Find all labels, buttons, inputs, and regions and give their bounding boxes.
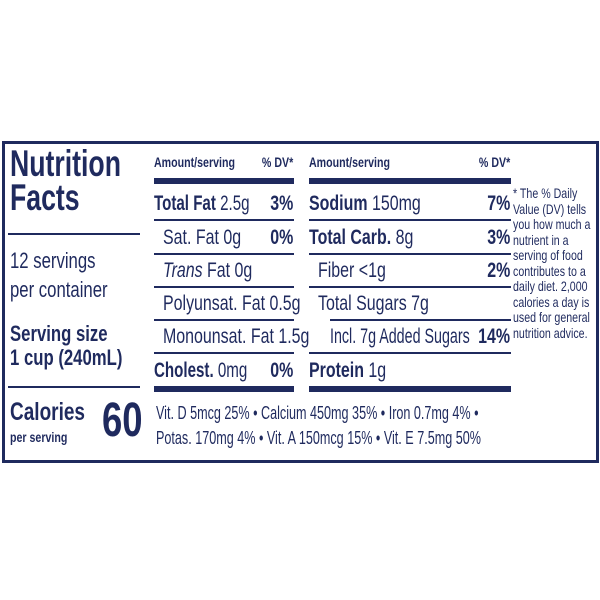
dv-value: 7% <box>486 192 510 215</box>
calories-value: 60 <box>102 393 155 448</box>
footnote-text: * The % Daily Value (DV) tells you how m… <box>513 185 591 341</box>
dv-value: 0% <box>269 226 293 249</box>
header-amount: Amount/serving <box>154 154 235 170</box>
servings-line-1: 12 servings <box>10 248 96 273</box>
thick-bar <box>154 178 294 184</box>
nutrient-name: Protein <box>309 359 364 382</box>
row-protein: Protein 1g <box>309 359 411 383</box>
dv-value: 3% <box>486 226 510 249</box>
dv-sodium: 7% <box>480 192 510 216</box>
serving-size: Serving size 1 cup (240mL) <box>10 322 158 370</box>
calories-label-text: Calories <box>10 398 85 426</box>
vitamins-text: Vit. D 5mcg 25% • Calcium 450mg 35% • Ir… <box>156 403 479 423</box>
nutrient-amount: 2.5g <box>220 192 250 215</box>
dv-value: 14% <box>478 325 510 348</box>
header-dv: % DV* <box>478 154 510 170</box>
divider <box>309 253 511 255</box>
dv-sat-fat: 0% <box>263 226 293 250</box>
calories-value-text: 60 <box>102 394 143 447</box>
title: Nutrition Facts <box>10 143 164 218</box>
row-added-sugars: Incl. 7g Added Sugars <box>330 325 535 349</box>
row-total-sugars: Total Sugars 7g <box>318 292 464 316</box>
divider <box>154 286 294 288</box>
nutrient-amount: Sat. Fat 0g <box>163 226 242 249</box>
row-cholesterol: Cholest. 0mg <box>154 359 284 383</box>
nutrition-facts-panel <box>2 141 599 463</box>
calories-sub-text: per serving <box>10 429 68 445</box>
nutrient-amount: 1g <box>368 359 387 382</box>
row-trans-fat: Trans Fat 0g <box>163 259 281 283</box>
divider <box>309 286 511 288</box>
divider <box>309 352 511 354</box>
divider <box>154 319 294 321</box>
divider <box>154 253 294 255</box>
divider <box>330 319 511 321</box>
thick-bar <box>309 386 511 392</box>
thick-bar <box>154 386 294 392</box>
row-polyunsat-fat: Polyunsat. Fat 0.5g <box>163 292 344 316</box>
row-total-fat: Total Fat 2.5g <box>154 192 287 216</box>
dv-total-carb: 3% <box>480 226 510 250</box>
trans-label: Trans <box>163 259 203 282</box>
divider <box>309 219 511 221</box>
vitamins-text: Potas. 170mg 4% • Vit. A 150mcg 15% • Vi… <box>156 428 481 448</box>
nutrient-name: Total Fat <box>154 192 216 215</box>
divider <box>154 219 294 221</box>
header-amount: Amount/serving <box>309 154 390 170</box>
nutrient-amount: 8g <box>395 226 414 249</box>
vitamins-line-1: Vit. D 5mcg 25% • Calcium 450mg 35% • Ir… <box>156 402 600 424</box>
row-total-carb: Total Carb. 8g <box>309 226 446 250</box>
nutrient-amount: Monounsat. Fat 1.5g <box>163 325 310 348</box>
nutrient-name: Cholest. <box>154 359 214 382</box>
nutrient-amount: Polyunsat. Fat 0.5g <box>163 292 301 315</box>
dv-value: 3% <box>269 192 293 215</box>
col2-dv-header: % DV* <box>469 154 510 170</box>
nutrient-amount: Fat 0g <box>207 259 253 282</box>
col2-amount-header: Amount/serving <box>309 154 416 170</box>
footnote: * The % Daily Value (DV) tells you how m… <box>513 185 600 341</box>
header-dv: % DV* <box>261 154 293 170</box>
title-line-2: Facts <box>10 177 80 218</box>
divider <box>8 233 140 235</box>
title-line-1: Nutrition <box>10 143 121 184</box>
row-fiber: Fiber <1g <box>318 259 407 283</box>
col1-amount-header: Amount/serving <box>154 154 261 170</box>
nutrient-name: Sodium <box>309 192 368 215</box>
vitamins-line-2: Potas. 170mg 4% • Vit. A 150mcg 15% • Vi… <box>156 427 600 449</box>
servings-per-container: 12 servings per container <box>10 246 138 304</box>
calories-sub: per serving <box>10 429 85 445</box>
nutrient-amount: 0mg <box>217 359 248 382</box>
serving-size-label: Serving size <box>10 321 108 346</box>
nutrient-amount: Total Sugars 7g <box>318 292 429 315</box>
dv-added-sugars: 14% <box>468 325 510 349</box>
nutrient-amount: Fiber <1g <box>318 259 386 282</box>
thick-bar <box>309 178 511 184</box>
nutrient-amount: Incl. 7g Added Sugars <box>330 325 470 348</box>
dv-total-fat: 3% <box>263 192 293 216</box>
nutrient-name: Total Carb. <box>309 226 392 249</box>
dv-cholesterol: 0% <box>263 359 293 383</box>
dv-value: 0% <box>269 359 293 382</box>
divider <box>8 386 140 388</box>
serving-size-value: 1 cup (240mL) <box>10 345 123 370</box>
col1-dv-header: % DV* <box>252 154 293 170</box>
row-sodium: Sodium 150mg <box>309 192 456 216</box>
servings-line-2: per container <box>10 277 108 302</box>
divider <box>154 352 294 354</box>
dv-value: 2% <box>486 259 510 282</box>
row-sat-fat: Sat. Fat 0g <box>163 226 266 250</box>
nutrient-amount: 150mg <box>371 192 421 215</box>
dv-fiber: 2% <box>480 259 510 283</box>
calories-label: Calories <box>10 398 109 427</box>
row-monounsat-fat: Monounsat. Fat 1.5g <box>163 325 356 349</box>
